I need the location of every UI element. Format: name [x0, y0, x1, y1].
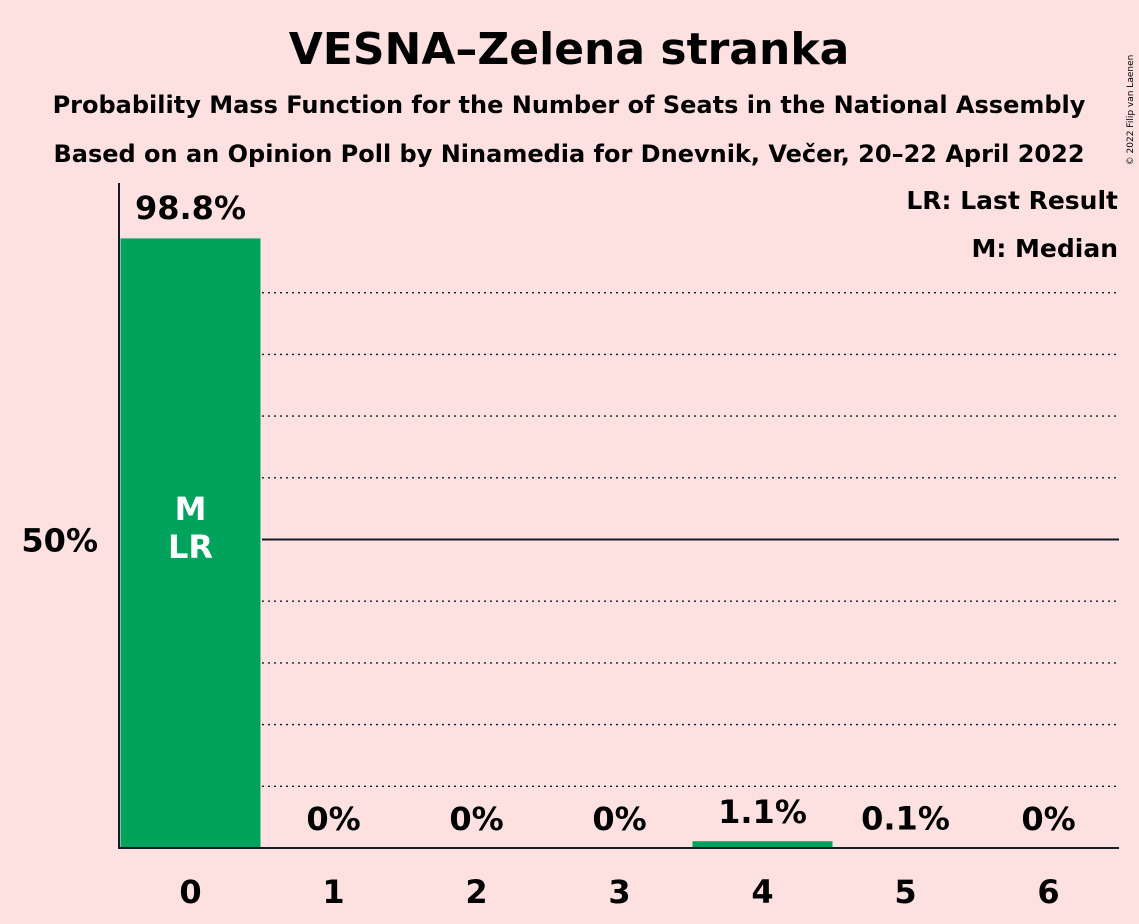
data-label-4: 1.1% — [718, 793, 807, 831]
data-label-3: 0% — [592, 800, 646, 838]
data-label-5: 0.1% — [861, 799, 950, 837]
x-axis-ticks: 0 1 2 3 4 5 6 — [179, 873, 1059, 911]
bar-marker-m: M — [175, 490, 207, 528]
y-axis-ticks: 50% — [21, 522, 98, 560]
data-label-2: 0% — [449, 800, 503, 838]
x-tick-label-6: 6 — [1037, 873, 1059, 911]
data-label-0: 98.8% — [135, 189, 246, 227]
legend-last-result: LR: Last Result — [906, 186, 1118, 215]
gridlines — [262, 292, 1119, 787]
x-tick-label-1: 1 — [322, 873, 344, 911]
legend-median: M: Median — [971, 234, 1118, 263]
bar-markers: MLR — [168, 490, 213, 566]
x-tick-label-3: 3 — [608, 873, 630, 911]
bar-0 — [120, 238, 261, 849]
chart-subtitle-1: Probability Mass Function for the Number… — [53, 91, 1086, 119]
copyright-note: © 2022 Filip van Laenen — [1126, 55, 1136, 166]
data-label-1: 0% — [306, 800, 360, 838]
data-labels: 98.8% 0% 0% 0% 1.1% 0.1% 0% — [135, 189, 1076, 838]
x-tick-label-0: 0 — [179, 873, 201, 911]
y-tick-label-50: 50% — [21, 522, 98, 560]
bar-marker-lr: LR — [168, 528, 213, 566]
x-tick-label-2: 2 — [465, 873, 487, 911]
bars — [120, 238, 976, 849]
data-label-6: 0% — [1021, 800, 1075, 838]
x-tick-label-4: 4 — [751, 873, 773, 911]
bar-4 — [692, 841, 833, 848]
x-tick-label-5: 5 — [894, 873, 916, 911]
chart-subtitle-2: Based on an Opinion Poll by Ninamedia fo… — [53, 140, 1084, 168]
chart-title: VESNA–Zelena stranka — [289, 24, 850, 75]
